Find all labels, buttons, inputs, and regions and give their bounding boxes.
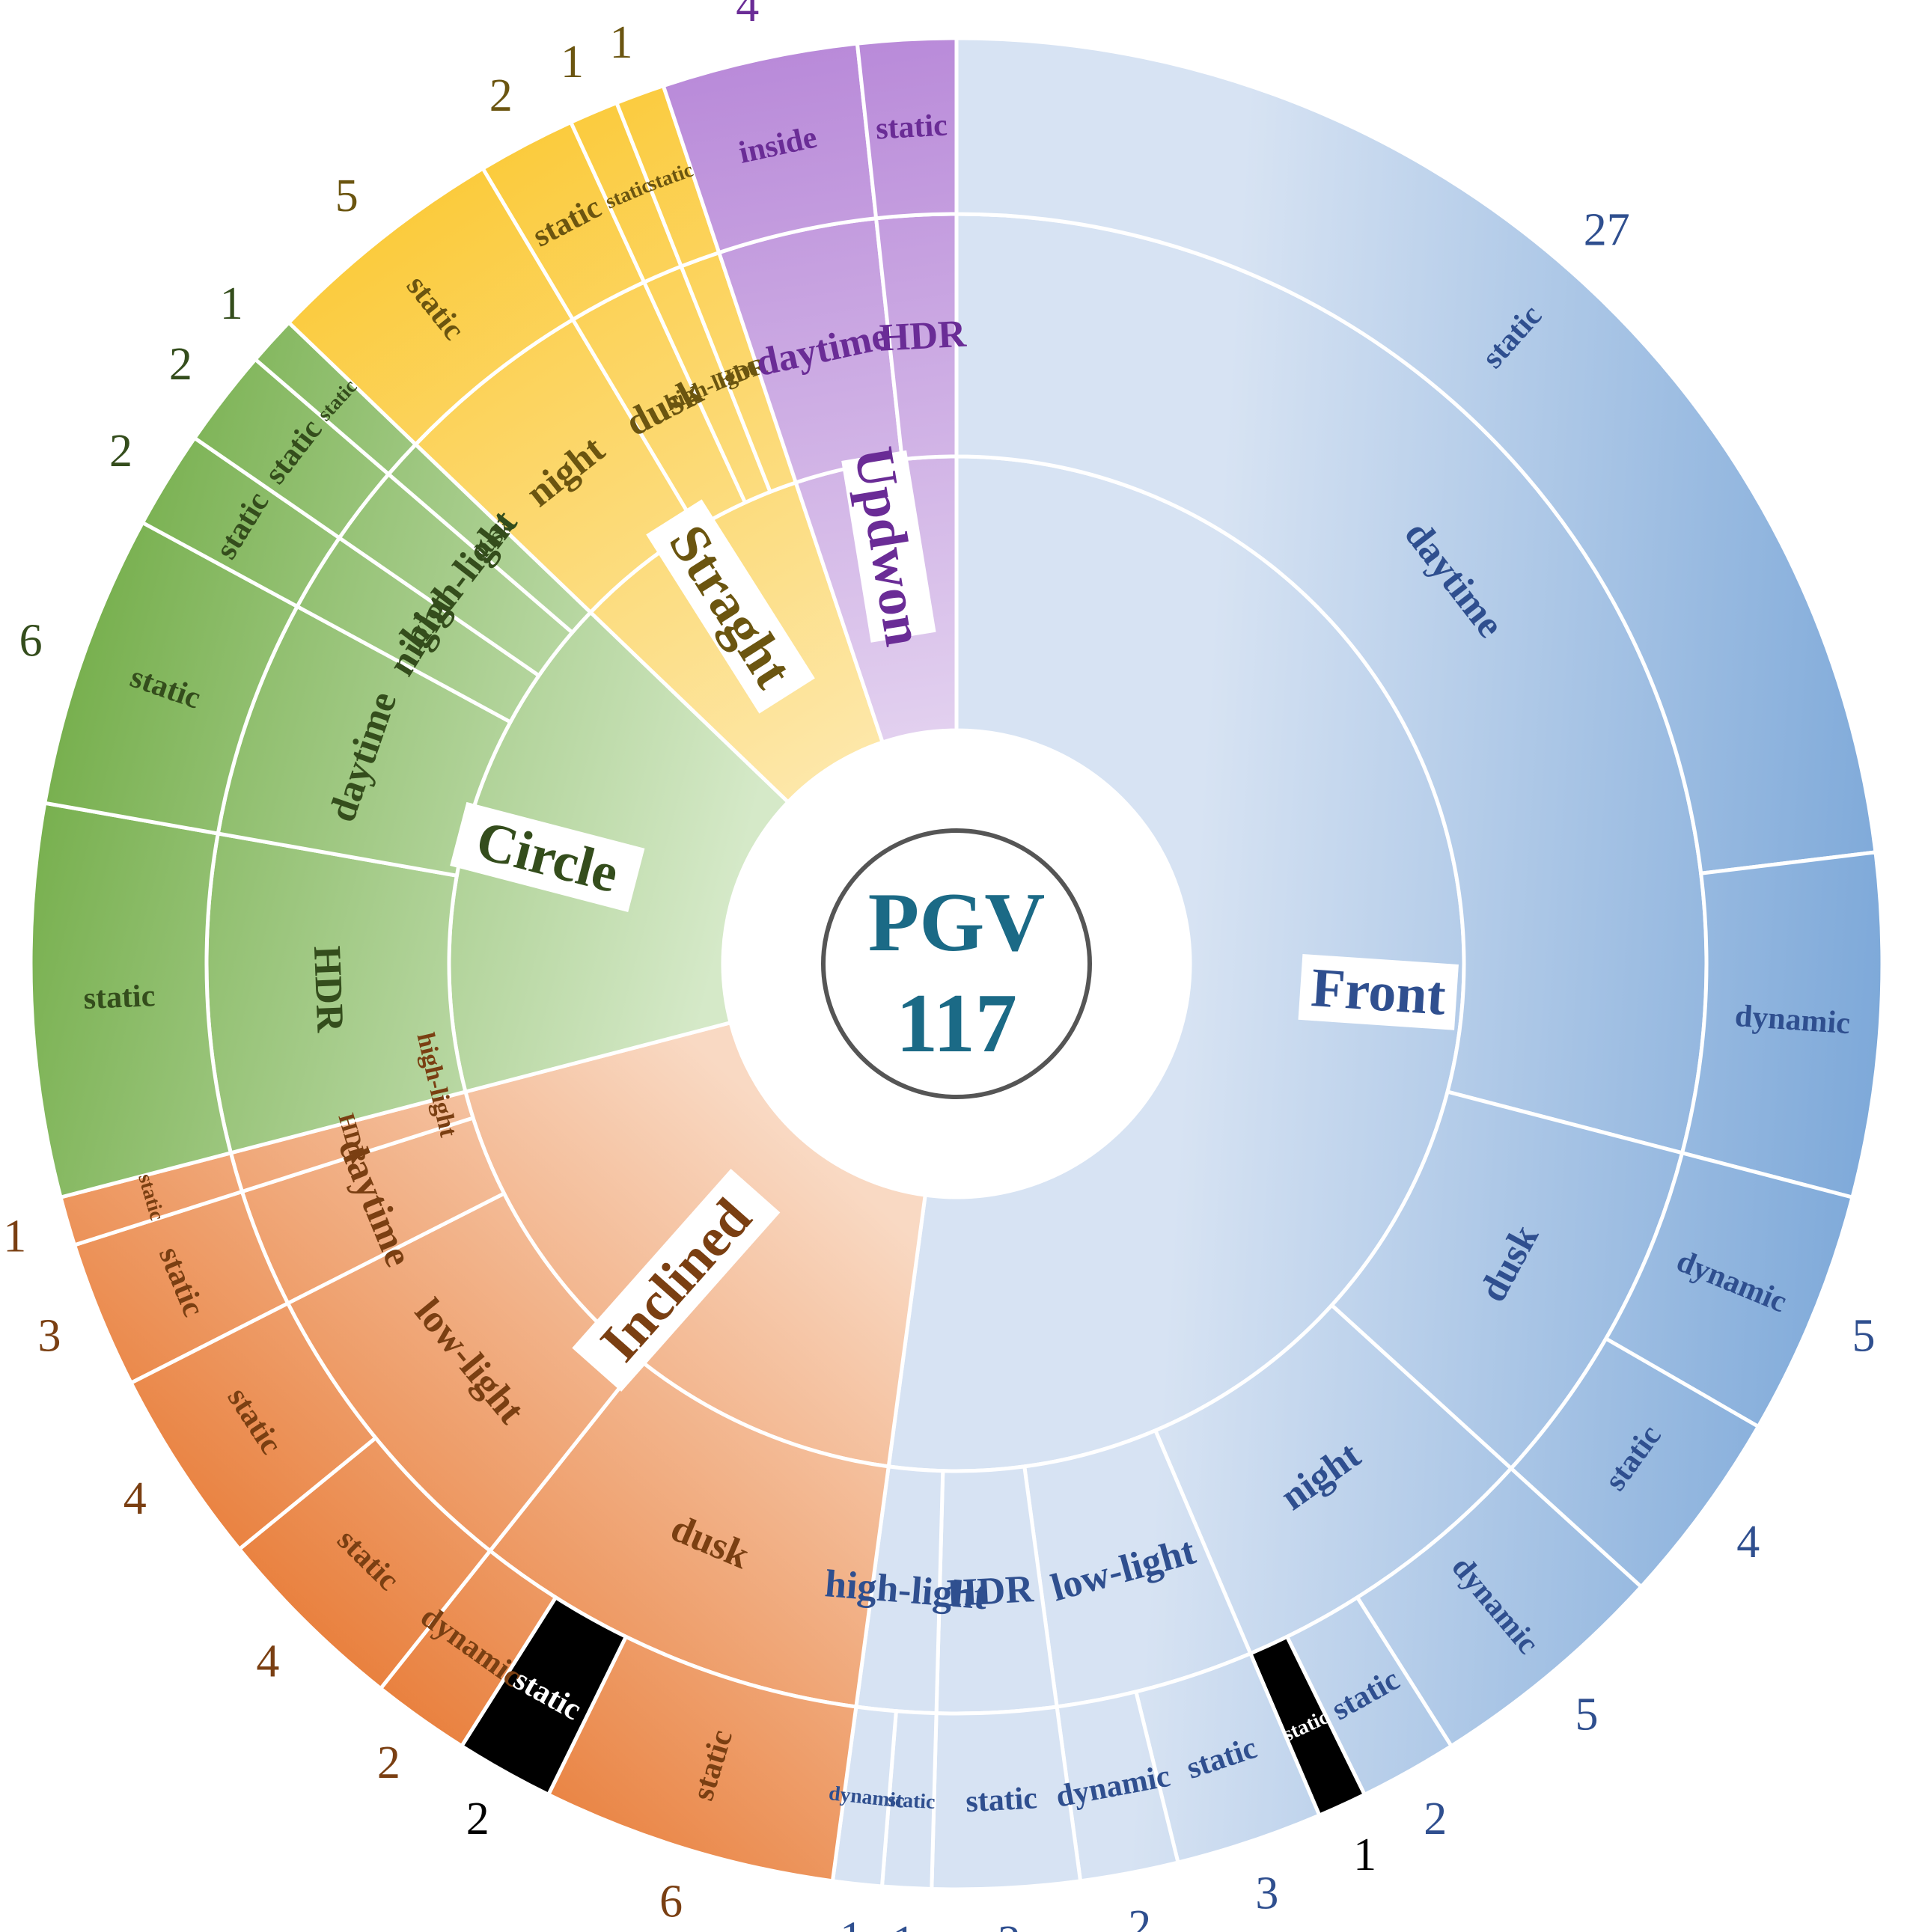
count-label: 3 — [998, 1917, 1021, 1932]
count-label: 4 — [736, 0, 759, 31]
segment-updwon-hdr-static — [855, 36, 959, 221]
count-label: 5 — [1852, 1310, 1875, 1361]
count-label: 5 — [335, 171, 359, 221]
count-label: 4 — [123, 1473, 147, 1524]
count-label: 4 — [1736, 1517, 1760, 1568]
subject-label-static: static — [888, 1788, 936, 1813]
count-label: 2 — [169, 339, 192, 390]
lighting-label-hdr: HDR — [305, 945, 352, 1034]
subject-label-static: static — [965, 1781, 1038, 1819]
count-label: 2 — [489, 70, 513, 121]
count-label: 2 — [1128, 1901, 1151, 1932]
count-label: 6 — [19, 616, 43, 667]
center-ring — [821, 828, 1092, 1099]
count-label: 1 — [892, 1917, 915, 1932]
count-label: 5 — [1575, 1690, 1599, 1740]
group-label-text: Front — [1309, 957, 1447, 1027]
center-title: PGV — [868, 876, 1045, 969]
count-label: 3 — [1255, 1868, 1278, 1919]
count-label: 2 — [109, 426, 132, 477]
lighting-label-hdr: HDR — [879, 313, 968, 360]
count-label: 1 — [840, 1913, 863, 1932]
count-label: 27 — [1584, 204, 1630, 255]
group-label-front: Front — [1298, 953, 1459, 1030]
center-total: 117 — [896, 977, 1017, 1070]
group-label-box — [450, 801, 645, 913]
count-label: 1 — [3, 1211, 26, 1262]
group-label-box — [572, 1168, 781, 1392]
segment-front-daytime-static — [954, 36, 1878, 876]
subject-label-static: static — [83, 979, 156, 1016]
count-label: 2 — [1424, 1794, 1447, 1844]
count-label: 6 — [659, 1876, 683, 1927]
count-label: 1 — [561, 37, 584, 88]
count-label: 2 — [892, 0, 915, 10]
group-label-box — [1298, 953, 1459, 1030]
count-label: 3 — [38, 1310, 61, 1361]
subject-label-static: static — [875, 108, 948, 147]
group-label-box — [841, 450, 936, 643]
count-label: 1 — [1353, 1829, 1376, 1880]
count-label: 1 — [609, 17, 632, 68]
count-label: 2 — [466, 1794, 489, 1844]
group-label-box — [646, 499, 815, 714]
count-label: 1 — [220, 278, 243, 329]
lighting-label-hdr: HDR — [946, 1568, 1036, 1615]
subject-label-dynamic: dynamic — [1734, 999, 1852, 1041]
center-fill — [725, 733, 1188, 1195]
count-label: 2 — [377, 1737, 400, 1788]
count-label: 4 — [256, 1636, 279, 1687]
